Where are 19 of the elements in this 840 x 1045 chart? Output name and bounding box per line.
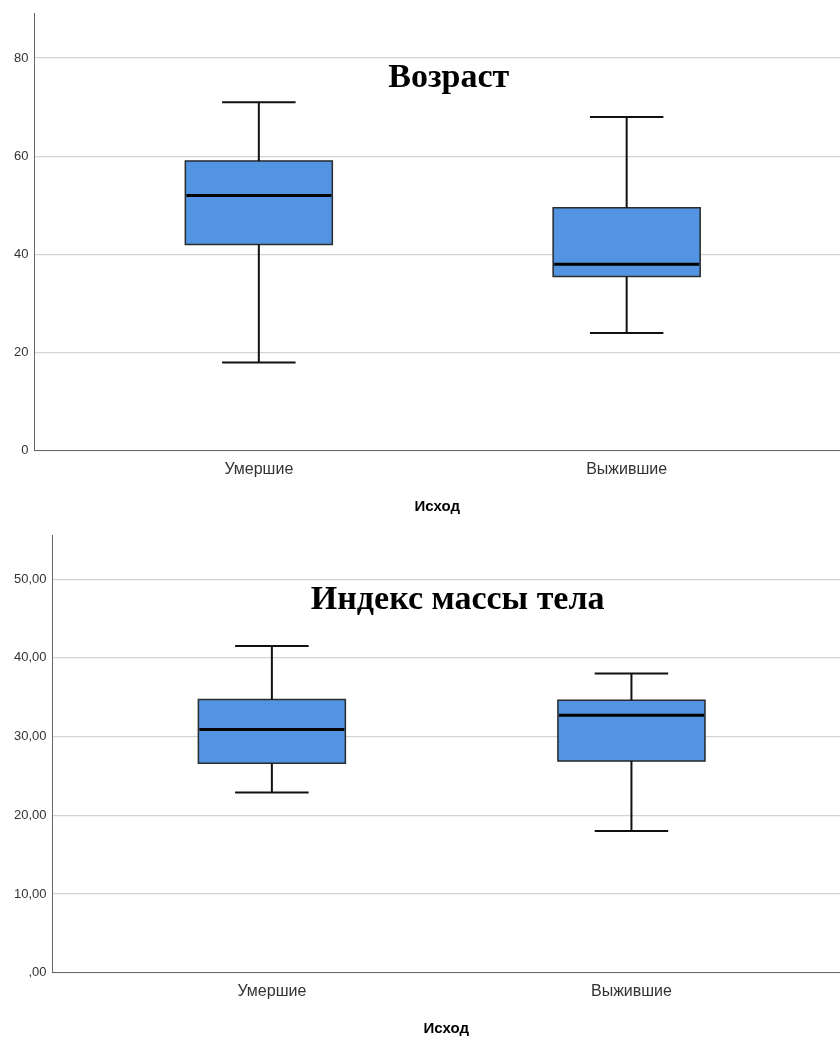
- x-axis-title: Исход: [423, 1019, 470, 1037]
- y-tick-label: ,00: [28, 964, 47, 980]
- x-tick-label: Выжившие: [590, 981, 673, 999]
- y-tick-label: 60: [13, 147, 29, 163]
- y-tick-label: 10,00: [13, 885, 47, 901]
- x-tick-label: Умершие: [237, 981, 307, 999]
- y-tick-label: 40: [13, 245, 29, 261]
- text: Возраст: [388, 56, 510, 94]
- y-tick-label: 20,00: [13, 806, 47, 822]
- y-tick-label: 40,00: [13, 649, 47, 665]
- y-tick-label: 80: [13, 49, 29, 65]
- y-tick-label: 30,00: [13, 728, 47, 744]
- x-tick-label: Умершие: [224, 459, 294, 477]
- y-tick-label: 50,00: [13, 570, 47, 586]
- text: Индекс массы тела: [310, 578, 605, 616]
- x-axis-title: Исход: [414, 497, 461, 515]
- x-tick-label: Выжившие: [586, 459, 668, 477]
- y-tick-label: 0: [21, 442, 29, 458]
- y-tick-label: 20: [13, 344, 29, 360]
